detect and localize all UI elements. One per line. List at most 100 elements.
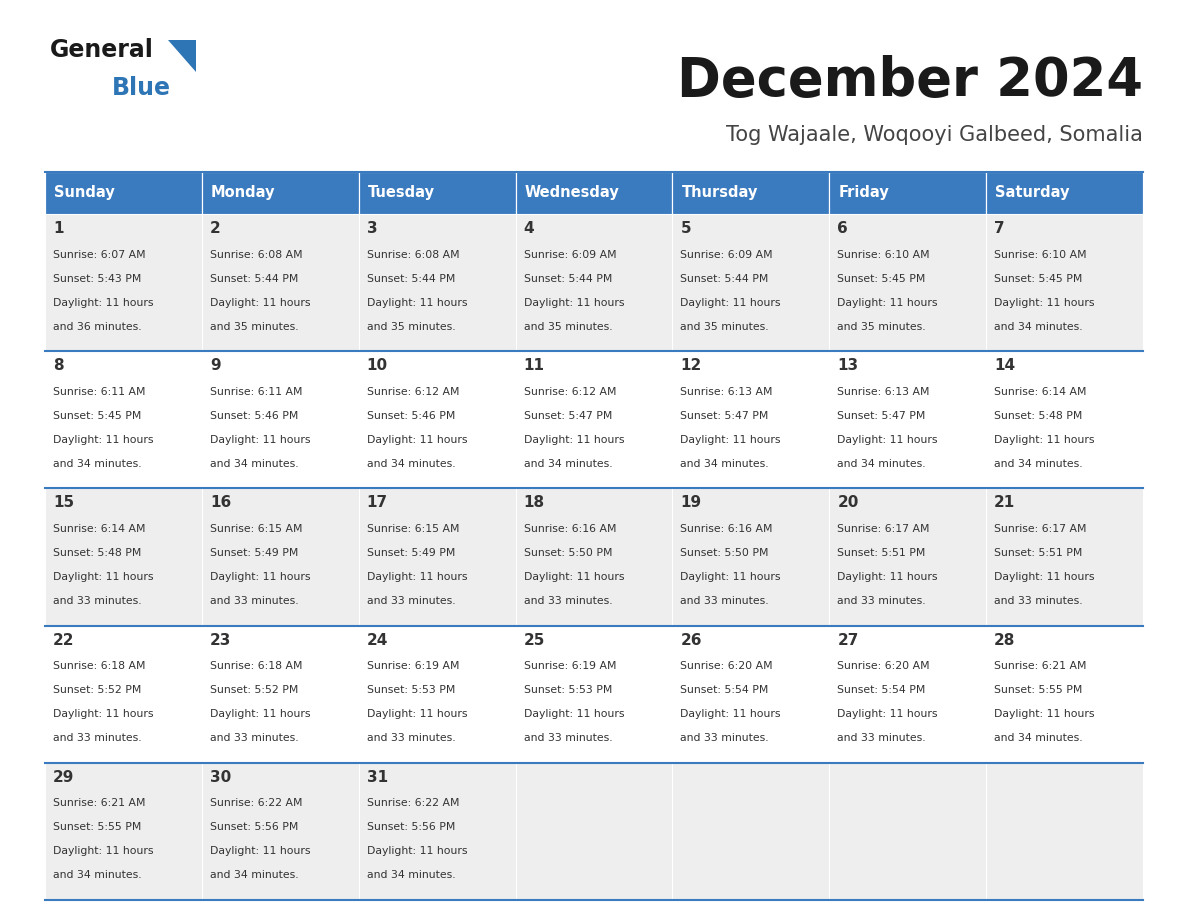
Text: 2: 2 [210, 221, 221, 236]
Text: Sunset: 5:54 PM: Sunset: 5:54 PM [681, 685, 769, 695]
Bar [986, 214, 1143, 352]
Text: and 34 minutes.: and 34 minutes. [524, 459, 612, 469]
Text: Sunrise: 6:20 AM: Sunrise: 6:20 AM [681, 661, 773, 671]
Text: Sunset: 5:45 PM: Sunset: 5:45 PM [53, 410, 141, 420]
Text: Sunset: 5:53 PM: Sunset: 5:53 PM [524, 685, 612, 695]
Text: Sunrise: 6:16 AM: Sunrise: 6:16 AM [681, 524, 773, 534]
Text: Daylight: 11 hours: Daylight: 11 hours [367, 846, 467, 856]
Text: Sunrise: 6:14 AM: Sunrise: 6:14 AM [53, 524, 145, 534]
Text: 23: 23 [210, 633, 232, 647]
Text: December 2024: December 2024 [677, 55, 1143, 107]
Bar [829, 172, 986, 214]
Text: Sunrise: 6:16 AM: Sunrise: 6:16 AM [524, 524, 617, 534]
Bar [45, 172, 202, 214]
Text: Sunset: 5:46 PM: Sunset: 5:46 PM [210, 410, 298, 420]
Text: Sunset: 5:44 PM: Sunset: 5:44 PM [524, 274, 612, 284]
Bar [45, 488, 202, 625]
Text: Sunrise: 6:07 AM: Sunrise: 6:07 AM [53, 250, 146, 260]
Text: Sunrise: 6:13 AM: Sunrise: 6:13 AM [681, 386, 773, 397]
Text: Sunrise: 6:18 AM: Sunrise: 6:18 AM [210, 661, 303, 671]
Text: 19: 19 [681, 496, 702, 510]
Text: Daylight: 11 hours: Daylight: 11 hours [53, 297, 153, 308]
Bar [359, 625, 516, 763]
Text: Sunrise: 6:19 AM: Sunrise: 6:19 AM [524, 661, 617, 671]
Text: Daylight: 11 hours: Daylight: 11 hours [210, 297, 310, 308]
Text: Sunrise: 6:08 AM: Sunrise: 6:08 AM [210, 250, 303, 260]
Text: Sunset: 5:48 PM: Sunset: 5:48 PM [994, 410, 1082, 420]
Bar [45, 625, 202, 763]
Text: 29: 29 [53, 770, 75, 785]
Text: Sunset: 5:50 PM: Sunset: 5:50 PM [524, 548, 612, 558]
Text: 4: 4 [524, 221, 535, 236]
Text: 9: 9 [210, 358, 221, 374]
Text: 25: 25 [524, 633, 545, 647]
Text: Daylight: 11 hours: Daylight: 11 hours [838, 572, 937, 582]
Text: and 34 minutes.: and 34 minutes. [210, 870, 298, 880]
Text: Daylight: 11 hours: Daylight: 11 hours [994, 572, 1094, 582]
Text: Sunrise: 6:18 AM: Sunrise: 6:18 AM [53, 661, 145, 671]
Text: and 34 minutes.: and 34 minutes. [367, 459, 455, 469]
Text: Daylight: 11 hours: Daylight: 11 hours [681, 297, 781, 308]
Text: Sunrise: 6:15 AM: Sunrise: 6:15 AM [210, 524, 303, 534]
Text: Daylight: 11 hours: Daylight: 11 hours [367, 297, 467, 308]
Text: and 33 minutes.: and 33 minutes. [53, 596, 141, 606]
Text: Daylight: 11 hours: Daylight: 11 hours [524, 435, 624, 444]
Text: Sunset: 5:55 PM: Sunset: 5:55 PM [53, 823, 141, 833]
Text: Wednesday: Wednesday [525, 185, 619, 200]
Text: and 33 minutes.: and 33 minutes. [838, 733, 925, 744]
Bar [202, 488, 359, 625]
Text: and 33 minutes.: and 33 minutes. [210, 733, 298, 744]
Text: Sunset: 5:56 PM: Sunset: 5:56 PM [210, 823, 298, 833]
Text: and 34 minutes.: and 34 minutes. [994, 459, 1082, 469]
Text: Daylight: 11 hours: Daylight: 11 hours [994, 435, 1094, 444]
Text: and 33 minutes.: and 33 minutes. [681, 733, 769, 744]
Bar [516, 172, 672, 214]
Bar [45, 352, 202, 488]
Text: Sunrise: 6:21 AM: Sunrise: 6:21 AM [994, 661, 1087, 671]
Text: 14: 14 [994, 358, 1016, 374]
Text: 11: 11 [524, 358, 544, 374]
Bar [45, 763, 202, 900]
Text: and 35 minutes.: and 35 minutes. [681, 321, 769, 331]
Bar [672, 172, 829, 214]
Text: Tuesday: Tuesday [368, 185, 435, 200]
Text: and 33 minutes.: and 33 minutes. [838, 596, 925, 606]
Text: Daylight: 11 hours: Daylight: 11 hours [53, 846, 153, 856]
Text: 30: 30 [210, 770, 232, 785]
Bar [202, 172, 359, 214]
Text: Daylight: 11 hours: Daylight: 11 hours [681, 572, 781, 582]
Text: Sunset: 5:44 PM: Sunset: 5:44 PM [367, 274, 455, 284]
Text: and 34 minutes.: and 34 minutes. [53, 459, 141, 469]
Text: Sunrise: 6:15 AM: Sunrise: 6:15 AM [367, 524, 460, 534]
Text: Sunset: 5:48 PM: Sunset: 5:48 PM [53, 548, 141, 558]
Text: 3: 3 [367, 221, 378, 236]
Text: Sunrise: 6:13 AM: Sunrise: 6:13 AM [838, 386, 930, 397]
Bar [829, 625, 986, 763]
Bar [672, 214, 829, 352]
Bar [829, 488, 986, 625]
Text: Sunset: 5:44 PM: Sunset: 5:44 PM [210, 274, 298, 284]
Text: 7: 7 [994, 221, 1005, 236]
Text: Daylight: 11 hours: Daylight: 11 hours [367, 572, 467, 582]
Text: 12: 12 [681, 358, 702, 374]
Text: and 34 minutes.: and 34 minutes. [53, 870, 141, 880]
Text: 8: 8 [53, 358, 64, 374]
Text: and 33 minutes.: and 33 minutes. [367, 733, 455, 744]
Bar [202, 763, 359, 900]
Text: and 33 minutes.: and 33 minutes. [681, 596, 769, 606]
Bar [516, 488, 672, 625]
Text: Daylight: 11 hours: Daylight: 11 hours [210, 435, 310, 444]
Text: Sunrise: 6:20 AM: Sunrise: 6:20 AM [838, 661, 930, 671]
Text: Daylight: 11 hours: Daylight: 11 hours [681, 435, 781, 444]
Text: Sunrise: 6:14 AM: Sunrise: 6:14 AM [994, 386, 1087, 397]
Text: 22: 22 [53, 633, 75, 647]
Text: and 34 minutes.: and 34 minutes. [994, 733, 1082, 744]
Bar [516, 625, 672, 763]
Bar [45, 214, 202, 352]
Text: 26: 26 [681, 633, 702, 647]
Text: Daylight: 11 hours: Daylight: 11 hours [838, 709, 937, 719]
Text: and 33 minutes.: and 33 minutes. [210, 596, 298, 606]
Text: Daylight: 11 hours: Daylight: 11 hours [994, 297, 1094, 308]
Text: Blue: Blue [112, 76, 171, 100]
Text: Daylight: 11 hours: Daylight: 11 hours [53, 709, 153, 719]
